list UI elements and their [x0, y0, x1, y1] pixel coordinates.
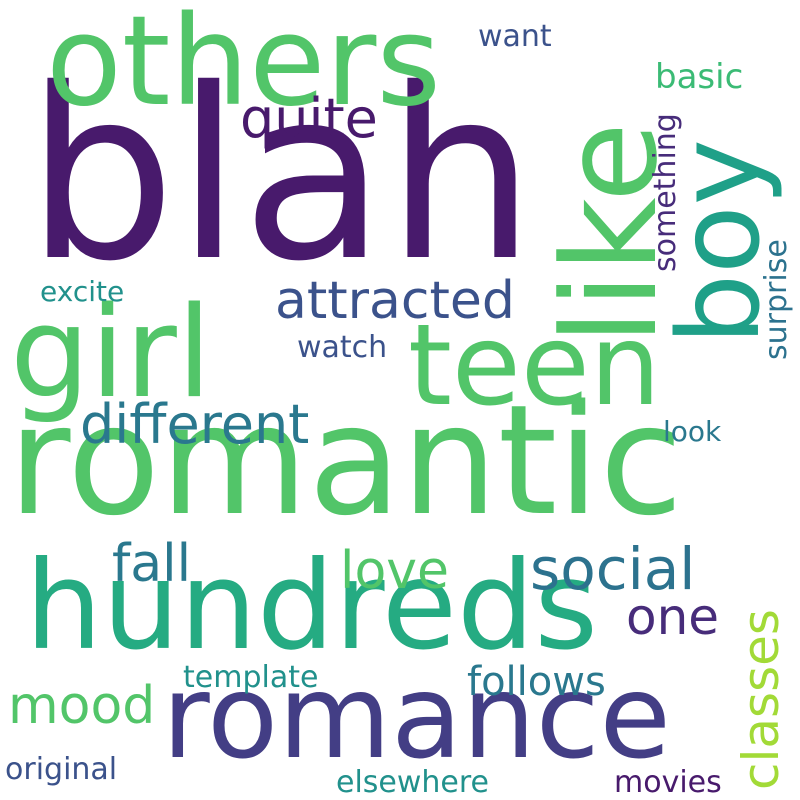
word-surprise: surprise: [759, 239, 794, 360]
word-romance: romance: [162, 650, 671, 785]
word-love: love: [340, 541, 450, 601]
word-teen: teen: [408, 301, 661, 431]
word-romantic: romantic: [8, 372, 684, 549]
word-look: look: [663, 415, 722, 448]
word-one: one: [626, 588, 720, 646]
word-others: others: [46, 0, 441, 134]
word-movies: movies: [614, 765, 722, 800]
word-elsewhere: elsewhere: [336, 765, 490, 800]
word-attracted: attracted: [275, 271, 515, 331]
word-follows: follows: [467, 659, 606, 705]
word-blah: blah: [26, 38, 536, 313]
word-want: want: [478, 19, 552, 54]
word-social: social: [530, 535, 696, 603]
word-basic: basic: [655, 57, 744, 97]
word-watch: watch: [297, 330, 388, 365]
word-template: template: [183, 660, 319, 695]
word-excite: excite: [40, 275, 125, 308]
word-different: different: [80, 393, 310, 456]
word-mood: mood: [8, 676, 156, 736]
word-hundreds: hundreds: [25, 535, 598, 677]
word-fall: fall: [112, 534, 192, 594]
word-something: something: [648, 113, 683, 272]
word-classes: classes: [732, 609, 790, 790]
word-original: original: [5, 752, 118, 787]
word-quite: quite: [240, 87, 378, 150]
word-girl: girl: [10, 279, 212, 426]
